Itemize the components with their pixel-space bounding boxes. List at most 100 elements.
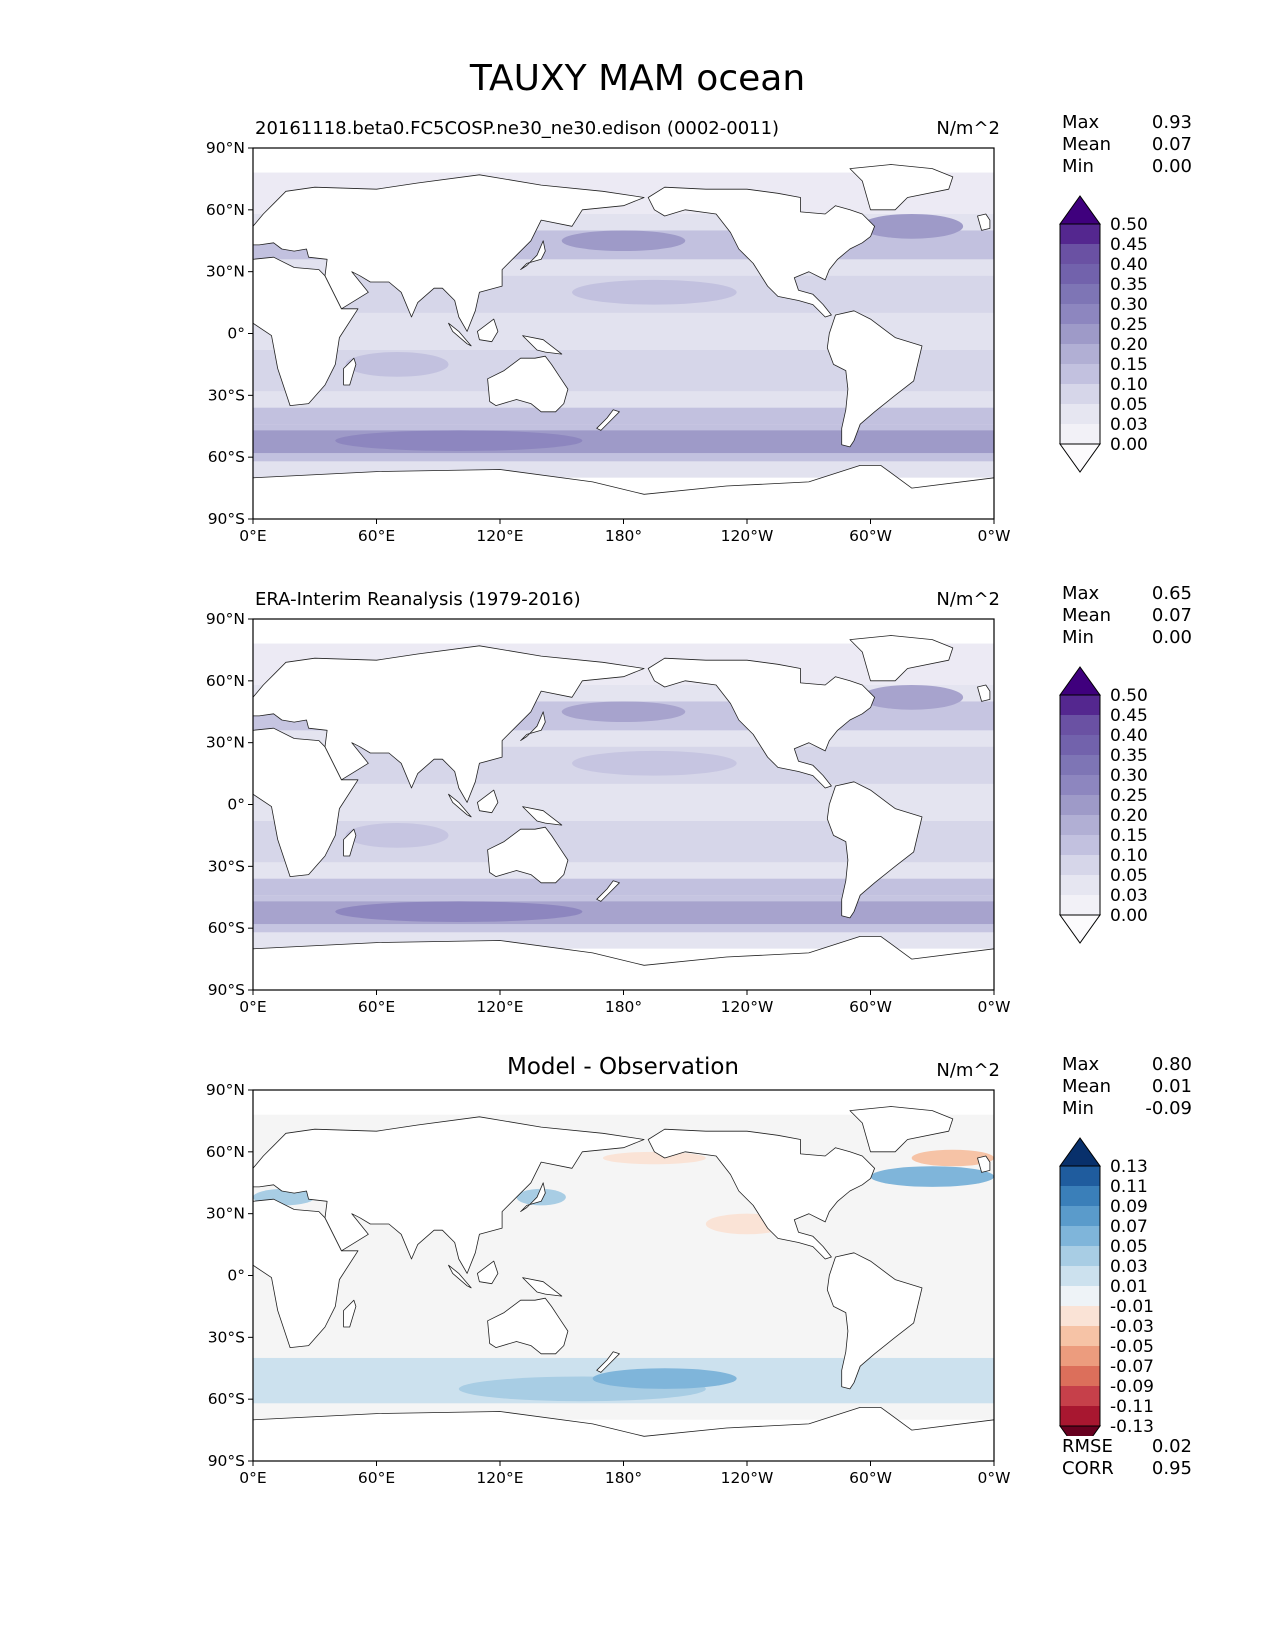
colorbar-tick-label: 0.10 (1110, 846, 1148, 866)
storm-track-core (335, 430, 583, 451)
land-japan (520, 711, 546, 742)
colorbar-bin (1060, 264, 1100, 284)
land-japan (520, 240, 546, 271)
colorbar-tick-label: 0.40 (1110, 255, 1148, 275)
lat-tick-label: 90°S (208, 981, 245, 999)
colorbar-bin (1060, 364, 1100, 384)
land-africa (252, 727, 359, 878)
lon-tick-label: 120°W (721, 1469, 774, 1487)
stat-min: Min -0.09 (1062, 1098, 1192, 1119)
westerly-maximum-pacific (561, 230, 686, 252)
lon-tick-label: 120°W (721, 527, 774, 545)
colorbar-tick-label: 0.35 (1110, 275, 1148, 295)
colorbar-bin (1060, 1346, 1100, 1366)
trade-maximum-indian (345, 352, 449, 377)
colorbar-extend-min (1059, 443, 1101, 473)
colorbar-bin (1060, 1206, 1100, 1226)
lat-tick-label: 60°N (206, 201, 245, 219)
colorbar-bin (1060, 715, 1100, 735)
lon-tick-label: 60°E (358, 527, 395, 545)
colorbar-tick-label: 0.03 (1110, 1257, 1148, 1277)
colorbar-tick-label: 0.05 (1110, 395, 1148, 415)
westerly-maximum-pacific (561, 701, 686, 723)
colorbar-extend-max (1059, 195, 1101, 225)
colorbar-bin (1060, 1366, 1100, 1386)
land-new-zealand (596, 880, 620, 902)
figure-title: TAUXY MAM ocean (469, 58, 806, 99)
panel-units: N/m^2 (936, 1060, 1000, 1081)
stat-max: Max 0.80 (1062, 1054, 1192, 1075)
colorbar-tick-label: 0.05 (1110, 1237, 1148, 1257)
lat-tick-label: 90°N (206, 610, 245, 628)
colorbar-bin (1060, 1226, 1100, 1246)
land-madagascar (343, 1299, 357, 1328)
colorbar: 0.130.110.090.070.050.030.01-0.01-0.03-0… (1059, 1137, 1154, 1436)
lat-tick-label: 60°S (208, 919, 245, 937)
colorbar-tick-label: 0.01 (1110, 1277, 1148, 1297)
colorbar-bin (1060, 404, 1100, 424)
colorbar-bin (1060, 855, 1100, 875)
colorbar-tick-label: 0.50 (1110, 686, 1148, 706)
stat-max: Max 0.65 (1062, 583, 1192, 604)
obs-panel: ERA-Interim Reanalysis (1979-2016) N/m^2… (0, 583, 1275, 1049)
land-sumatra (448, 1264, 472, 1289)
land-sumatra (448, 793, 472, 818)
land-north-america (647, 657, 875, 789)
lon-tick-label: 180° (605, 998, 642, 1016)
colorbar-tick-label: 0.35 (1110, 746, 1148, 766)
colorbar-extend-max (1059, 666, 1101, 696)
colorbar-frame (1059, 223, 1101, 445)
colorbar-tick-label: 0.09 (1110, 1197, 1148, 1217)
stats-box: Max 0.65 Mean 0.07 Min 0.00 (1062, 583, 1192, 649)
colorbar-tick-label: 0.00 (1110, 435, 1148, 455)
lon-tick-label: 180° (605, 527, 642, 545)
lat-tick-label: 90°S (208, 1452, 245, 1470)
land-borneo (476, 1260, 499, 1285)
panel-title: Model - Observation (506, 1054, 740, 1080)
storm-track-core (335, 901, 583, 922)
colorbar-tick-label: 0.13 (1110, 1157, 1148, 1177)
map-plot: 90°N 60°N 30°N 0° 30°S 60°S 90°S0°E 60°E 120°E 18… (206, 139, 1011, 545)
negative-anomaly-north-atlantic (911, 1149, 994, 1167)
colorbar-bin (1060, 324, 1100, 344)
lon-tick-label: 60°W (849, 998, 892, 1016)
lat-tick-label: 90°N (206, 1081, 245, 1099)
stat-min: Min 0.00 (1062, 156, 1192, 177)
colorbar-bin (1060, 695, 1100, 715)
westerly-maximum-atlantic (860, 213, 964, 239)
land-africa (252, 256, 359, 407)
lat-tick-label: 30°N (206, 1205, 245, 1223)
colorbar-bin (1060, 304, 1100, 324)
stat-corr: CORR 0.95 (1062, 1458, 1192, 1479)
land-north-america (647, 1128, 875, 1260)
colorbar-bin (1060, 1286, 1100, 1306)
lat-tick-label: 60°S (208, 448, 245, 466)
coastlines (252, 164, 995, 520)
lon-tick-label: 120°E (476, 1469, 523, 1487)
land-south-america (826, 781, 923, 919)
colorbar-tick-label: 0.03 (1110, 886, 1148, 906)
land-greenland (849, 164, 954, 211)
lat-tick-label: 60°N (206, 1143, 245, 1161)
land-madagascar (343, 828, 357, 857)
stat-mean: Mean 0.07 (1062, 605, 1192, 626)
colorbar-tick-label: -0.09 (1110, 1377, 1154, 1397)
colorbar-tick-label: 0.30 (1110, 766, 1148, 786)
land-europe-asia (252, 174, 645, 332)
map-plot: 90°N 60°N 30°N 0° 30°S 60°S 90°S0°E 60°E 120°E 18… (206, 610, 1011, 1016)
lon-tick-label: 0°E (239, 527, 266, 545)
lon-tick-label: 0°E (239, 998, 266, 1016)
skill-scores: RMSE 0.02 CORR 0.95 (1062, 1436, 1192, 1480)
colorbar-bin (1060, 1386, 1100, 1406)
colorbar-tick-label: -0.03 (1110, 1317, 1154, 1337)
colorbar-tick-label: 0.05 (1110, 866, 1148, 886)
colorbar-bin (1060, 1266, 1100, 1286)
colorbar-tick-label: 0.45 (1110, 235, 1148, 255)
land-south-america (826, 310, 923, 448)
lon-tick-label: 0°W (978, 527, 1011, 545)
colorbar-bin (1060, 895, 1100, 915)
lon-tick-label: 120°W (721, 998, 774, 1016)
positive-anomaly-north-atlantic (870, 1166, 994, 1187)
lon-tick-label: 60°E (358, 1469, 395, 1487)
land-britain (977, 1155, 991, 1173)
